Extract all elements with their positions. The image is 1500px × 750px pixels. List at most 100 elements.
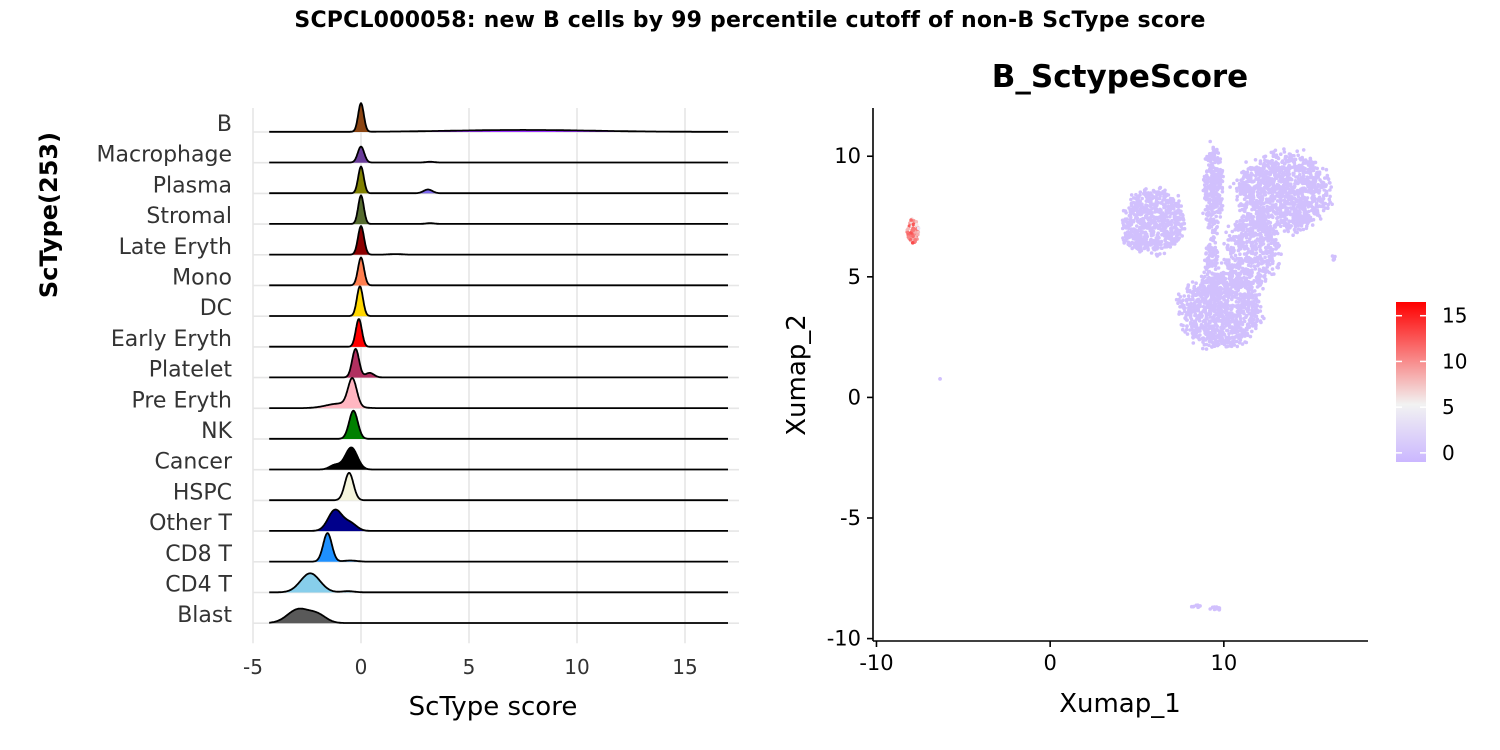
umap-point — [1264, 246, 1268, 250]
umap-point — [1268, 177, 1272, 181]
umap-point — [1197, 337, 1201, 341]
umap-y-tick-label: -5 — [840, 506, 861, 530]
umap-point — [1280, 169, 1284, 173]
umap-point — [1209, 180, 1213, 184]
umap-point — [1168, 200, 1172, 204]
umap-point — [1158, 208, 1162, 212]
umap-point — [1265, 182, 1269, 186]
umap-point — [1211, 288, 1215, 292]
umap-point — [1264, 209, 1268, 213]
ridge-fill-dc — [269, 286, 728, 316]
umap-point — [1247, 288, 1251, 292]
umap-point — [1294, 217, 1298, 221]
umap-point — [1269, 252, 1273, 256]
umap-point — [1269, 248, 1273, 252]
umap-point — [1167, 205, 1171, 209]
umap-point — [1193, 285, 1197, 289]
umap-point — [1162, 221, 1166, 225]
umap-point — [1137, 220, 1141, 224]
umap-point — [1291, 159, 1295, 163]
umap-point — [1154, 224, 1158, 228]
umap-point — [1219, 329, 1223, 333]
umap-point — [1270, 257, 1274, 261]
umap-point — [1266, 230, 1270, 234]
umap-point — [1208, 334, 1212, 338]
umap-point — [1219, 169, 1223, 173]
umap-point — [1128, 243, 1132, 247]
umap-point — [1215, 298, 1219, 302]
umap-point — [1271, 193, 1275, 197]
umap-point — [1139, 213, 1143, 217]
umap-point — [1169, 206, 1173, 210]
umap-point — [910, 220, 914, 224]
umap-point — [1264, 222, 1268, 226]
umap-point — [1207, 335, 1211, 339]
umap-point — [1292, 221, 1296, 225]
umap-point — [1134, 208, 1138, 212]
umap-point — [1162, 225, 1166, 229]
umap-point — [1256, 299, 1260, 303]
umap-point — [1150, 197, 1154, 201]
umap-point — [1209, 309, 1213, 313]
umap-point — [1179, 204, 1183, 208]
umap-point — [1307, 210, 1311, 214]
umap-point — [1235, 324, 1239, 328]
umap-point — [1243, 300, 1247, 304]
umap-point — [1189, 315, 1193, 319]
umap-point — [1210, 264, 1214, 268]
umap-point — [1212, 221, 1216, 225]
umap-point — [1308, 183, 1312, 187]
umap-point — [1256, 194, 1260, 198]
umap-point — [1196, 329, 1200, 333]
umap-point — [1262, 162, 1266, 166]
umap-point — [1205, 266, 1209, 270]
umap-point — [1208, 305, 1212, 309]
umap-point — [1246, 309, 1250, 313]
umap-point — [1208, 251, 1212, 255]
umap-point — [1129, 233, 1133, 237]
umap-point — [1153, 245, 1157, 249]
umap-point — [1251, 223, 1255, 227]
umap-point — [1227, 314, 1231, 318]
umap-point — [1254, 302, 1258, 306]
umap-point — [1242, 276, 1246, 280]
umap-point — [1141, 238, 1145, 242]
umap-point — [1301, 219, 1305, 223]
umap-point — [1210, 327, 1214, 331]
umap-point — [1273, 172, 1277, 176]
umap-point — [1201, 290, 1205, 294]
ridge-category-label: Macrophage — [97, 143, 232, 168]
umap-point — [1262, 190, 1266, 194]
umap-point — [1249, 235, 1253, 239]
umap-point — [1189, 321, 1193, 325]
umap-point — [1223, 318, 1227, 322]
umap-point — [1271, 206, 1275, 210]
umap-point — [1248, 261, 1252, 265]
umap-y-tick-label: -10 — [827, 627, 861, 651]
umap-point — [1217, 210, 1221, 214]
umap-point — [1221, 330, 1225, 334]
umap-point — [907, 236, 911, 240]
umap-point — [1299, 188, 1303, 192]
umap-point — [1275, 194, 1279, 198]
umap-point — [1312, 190, 1316, 194]
umap-point — [1134, 232, 1138, 236]
umap-point — [1203, 275, 1207, 279]
umap-point — [1188, 328, 1192, 332]
umap-point — [1142, 206, 1146, 210]
umap-point — [1145, 191, 1149, 195]
umap-point — [1301, 177, 1305, 181]
umap-point — [1152, 195, 1156, 199]
umap-point — [1182, 306, 1186, 310]
umap-point — [1296, 198, 1300, 202]
umap-point — [1235, 340, 1239, 344]
umap-point — [1291, 215, 1295, 219]
umap-point — [1278, 190, 1282, 194]
umap-point — [1181, 222, 1185, 226]
umap-point — [1268, 232, 1272, 236]
umap-point — [1133, 237, 1137, 241]
umap-point — [1176, 218, 1180, 222]
umap-point — [1254, 233, 1258, 237]
umap-point — [1251, 303, 1255, 307]
umap-point — [1321, 198, 1325, 202]
